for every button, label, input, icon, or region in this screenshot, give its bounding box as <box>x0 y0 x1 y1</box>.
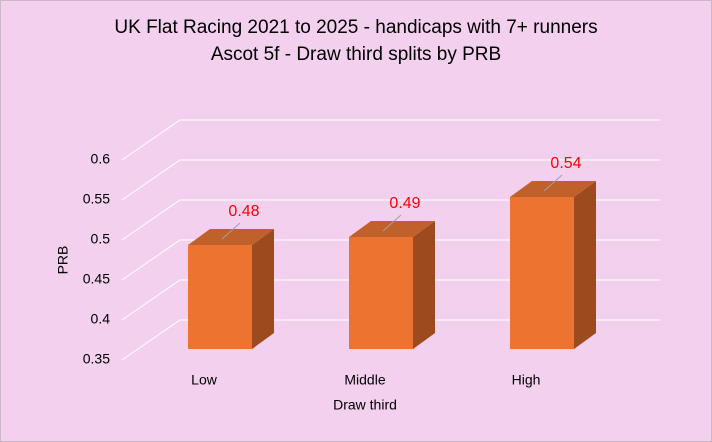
x-tick-label: High <box>512 372 541 388</box>
y-tick-label: 0.45 <box>83 271 110 287</box>
y-tick-label: 0.5 <box>91 231 111 247</box>
grid-line <box>121 279 660 321</box>
grid-line <box>121 119 660 161</box>
data-label: 0.49 <box>389 195 420 212</box>
y-tick-label: 0.35 <box>83 351 110 367</box>
chart-title: UK Flat Racing 2021 to 2025 - handicaps … <box>114 17 597 38</box>
leader-line <box>221 222 241 240</box>
x-tick-label: Middle <box>344 372 385 388</box>
bar-side <box>413 221 435 349</box>
bar-side <box>574 181 596 349</box>
bar-top <box>349 221 435 237</box>
x-tick-label: Low <box>191 372 218 388</box>
grid-line <box>121 319 660 361</box>
data-label: 0.48 <box>228 203 259 220</box>
bar <box>188 245 252 349</box>
grid-line <box>121 239 660 281</box>
bar-side <box>252 229 274 349</box>
grid-line <box>121 159 660 201</box>
grid-line <box>121 199 660 241</box>
x-axis-title: Draw third <box>333 397 397 413</box>
bar <box>349 237 413 349</box>
y-tick-label: 0.55 <box>83 191 110 207</box>
chart-subtitle: Ascot 5f - Draw third splits by PRB <box>211 44 501 65</box>
y-tick-label: 0.6 <box>91 151 111 167</box>
y-tick-label: 0.4 <box>91 311 111 327</box>
leader-line <box>382 214 402 232</box>
y-axis-title: PRB <box>55 246 71 275</box>
data-label: 0.54 <box>550 155 581 172</box>
leader-line <box>543 174 563 192</box>
bar-top <box>510 181 596 197</box>
bar-top <box>188 229 274 245</box>
bar <box>510 197 574 349</box>
